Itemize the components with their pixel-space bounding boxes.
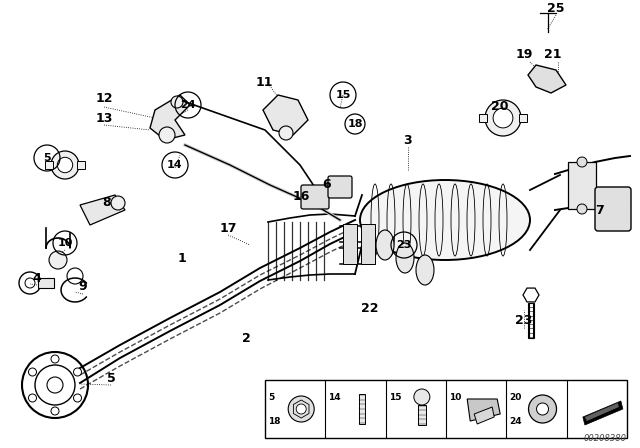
Circle shape [485, 100, 521, 136]
Text: 6: 6 [323, 178, 332, 191]
Polygon shape [585, 403, 619, 421]
Text: 16: 16 [292, 190, 310, 202]
Circle shape [529, 395, 557, 423]
Polygon shape [467, 399, 500, 421]
Bar [77, 161, 85, 169]
Text: 22: 22 [361, 302, 379, 314]
Bar [265, 380, 627, 438]
Text: 17: 17 [220, 221, 237, 234]
Bar [343, 224, 357, 264]
Text: 23: 23 [396, 240, 412, 250]
Bar [418, 405, 426, 425]
Text: 25: 25 [547, 1, 564, 14]
Circle shape [279, 126, 293, 140]
Text: 18: 18 [348, 119, 363, 129]
Bar [361, 224, 375, 264]
Text: 5: 5 [43, 153, 51, 163]
Text: 15: 15 [388, 393, 401, 402]
Text: 00208380: 00208380 [584, 434, 627, 443]
Circle shape [51, 355, 59, 363]
FancyBboxPatch shape [595, 187, 631, 231]
Ellipse shape [376, 230, 394, 260]
Circle shape [414, 389, 430, 405]
Ellipse shape [396, 243, 414, 273]
Bar [519, 114, 527, 122]
Text: 18: 18 [268, 417, 280, 426]
Text: 19: 19 [515, 48, 532, 61]
Text: 4: 4 [33, 271, 42, 284]
FancyBboxPatch shape [328, 176, 352, 198]
Text: 12: 12 [95, 92, 113, 105]
Text: 10: 10 [449, 393, 461, 402]
Circle shape [29, 394, 36, 402]
Text: 9: 9 [79, 280, 87, 293]
Text: 24: 24 [180, 100, 196, 110]
Circle shape [111, 196, 125, 210]
Circle shape [536, 403, 548, 415]
Circle shape [288, 396, 314, 422]
Text: 7: 7 [596, 203, 604, 216]
Circle shape [296, 404, 306, 414]
Text: 24: 24 [509, 417, 522, 426]
Ellipse shape [360, 180, 530, 260]
Polygon shape [80, 195, 125, 225]
Circle shape [47, 377, 63, 393]
Text: 10: 10 [58, 238, 73, 248]
Circle shape [74, 368, 81, 376]
Bar [38, 278, 54, 288]
Polygon shape [583, 401, 623, 425]
Text: 2: 2 [242, 332, 250, 345]
Circle shape [577, 157, 587, 167]
Text: 8: 8 [102, 195, 111, 208]
Circle shape [51, 151, 79, 179]
Text: 3: 3 [404, 134, 412, 146]
Bar [45, 161, 53, 169]
Circle shape [51, 407, 59, 415]
Ellipse shape [416, 255, 434, 285]
Text: 21: 21 [544, 48, 562, 61]
Circle shape [577, 204, 587, 214]
Text: 20: 20 [509, 393, 522, 402]
Text: 14: 14 [328, 393, 341, 402]
Bar [358, 394, 365, 424]
Text: 20: 20 [492, 100, 509, 113]
Circle shape [49, 251, 67, 269]
Text: 5: 5 [268, 393, 275, 402]
Bar [568, 162, 596, 209]
Bar [479, 114, 487, 122]
Text: 23: 23 [515, 314, 532, 327]
Polygon shape [150, 95, 190, 140]
Circle shape [159, 127, 175, 143]
Bar [529, 303, 533, 338]
Circle shape [493, 108, 513, 128]
Circle shape [171, 96, 183, 108]
Circle shape [74, 394, 81, 402]
Text: 1: 1 [178, 251, 186, 264]
Circle shape [58, 157, 73, 172]
Polygon shape [528, 65, 566, 93]
Text: 11: 11 [255, 76, 273, 89]
Text: 14: 14 [167, 160, 183, 170]
Polygon shape [474, 407, 494, 424]
Bar [528, 303, 534, 338]
Text: 13: 13 [95, 112, 113, 125]
Polygon shape [263, 95, 308, 135]
Text: 15: 15 [335, 90, 351, 100]
Polygon shape [523, 288, 539, 302]
FancyBboxPatch shape [301, 185, 329, 209]
Text: 5: 5 [107, 371, 115, 384]
Circle shape [29, 368, 36, 376]
